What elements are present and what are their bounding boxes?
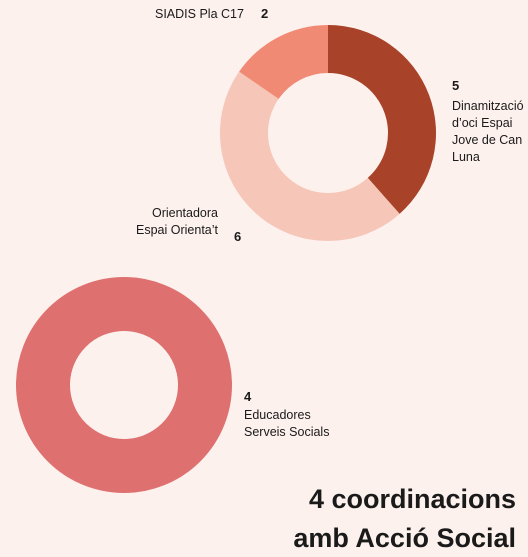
category-label: Dinamització d’oci Espai Jove de Can Lun… (452, 99, 524, 164)
value-label: 2 (261, 6, 269, 21)
donut-segment (328, 25, 436, 214)
heading: 4 coordinacions (308, 484, 516, 514)
donut-segment (219, 71, 400, 242)
value-label: 6 (234, 229, 242, 244)
heading: amb Acció Social (293, 523, 516, 553)
category-label: Orientadora Espai Orienta’t (136, 206, 218, 237)
value-label: 5 (452, 78, 460, 93)
donut-segment (16, 277, 232, 493)
donut-segment (239, 25, 328, 99)
category-label: Educadores Serveis Socials (244, 408, 330, 439)
value-label: 4 (244, 389, 252, 404)
category-label: SIADIS Pla C17 (155, 7, 244, 21)
